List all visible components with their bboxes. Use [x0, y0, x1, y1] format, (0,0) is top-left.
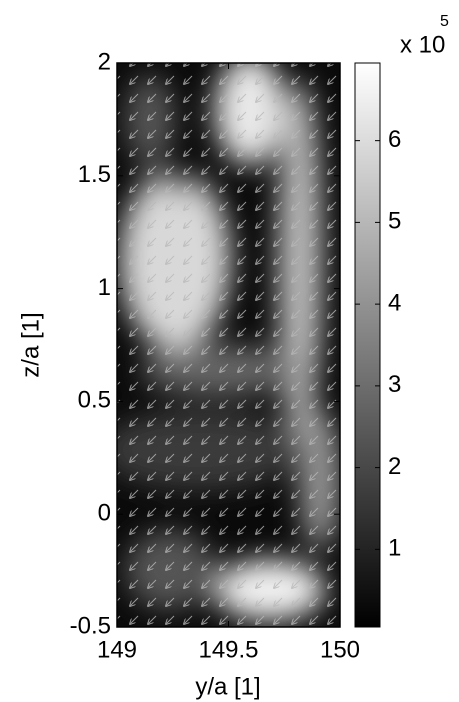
y-tick-label: 1: [98, 274, 111, 301]
x-tick-label: 149.5: [198, 636, 258, 663]
colorbar-tick-label: 2: [388, 453, 401, 480]
field: [100, 55, 340, 627]
x-axis-label: y/a [1]: [195, 673, 260, 700]
figure: x 10 5 y/a [1] z/a [1] 149 149.5 150 -0.5 0 0…: [0, 0, 459, 702]
y-tick-label: 0: [98, 500, 111, 527]
x-tick-label: 149: [97, 636, 137, 663]
y-tick-label: -0.5: [70, 612, 111, 639]
colorbar-tick-label: 1: [388, 535, 401, 562]
y-tick-label: 1.5: [78, 161, 111, 188]
colorbar-tick-label: 4: [388, 289, 401, 316]
colorbar-multiplier: x 10: [400, 31, 445, 58]
colorbar-exponent: 5: [440, 13, 449, 30]
y-tick-label: 2: [98, 48, 111, 75]
y-tick-label: 0.5: [78, 387, 111, 414]
y-axis-label: z/a [1]: [17, 312, 44, 377]
x-tick-label: 150: [320, 636, 360, 663]
colorbar-tick-label: 5: [388, 208, 401, 235]
colorbar-tick-label: 3: [388, 371, 401, 398]
colorbar-tick-label: 6: [388, 126, 401, 153]
colorbar: [355, 63, 380, 627]
